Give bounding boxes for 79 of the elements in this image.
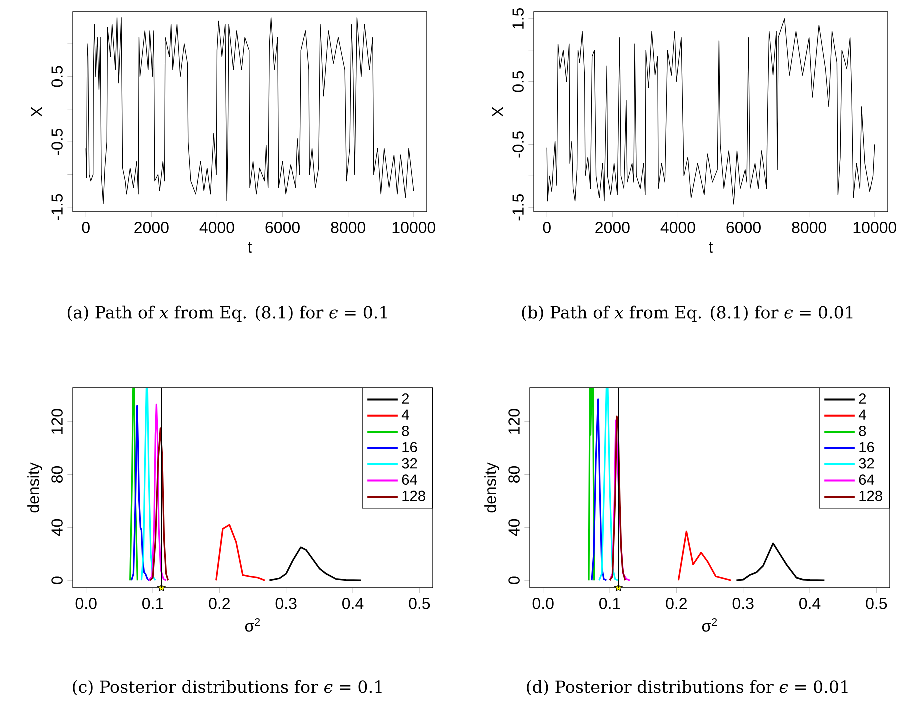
y-axis-title: density [28, 462, 42, 513]
y-tick-label: 120 [508, 409, 520, 434]
y-tick-label: 80 [52, 466, 63, 483]
x-tick-label: 0.1 [142, 598, 164, 610]
text: (a) Path of x from Eq. (8.1) for ϵ = 0.1 [68, 306, 387, 322]
line-series [130, 405, 150, 582]
x-tick-label: 0.0 [76, 598, 97, 610]
line-series [609, 416, 626, 582]
line-series [546, 18, 876, 205]
legend-label: 64 [402, 474, 418, 486]
text: (c) Posterior distributions for ϵ = 0.1 [73, 680, 382, 696]
legend-label: 8 [402, 426, 410, 436]
text: (b) Path of x from Eq. (8.1) for ϵ = 0.01 [522, 306, 853, 322]
y-tick-label: 0 [508, 576, 520, 584]
y-axis-title: density [484, 462, 500, 513]
x-tick-label: 0.5 [866, 598, 888, 610]
legend-label: 32 [402, 458, 418, 469]
y-tick-label: 0.5 [512, 71, 524, 92]
line-series [86, 18, 414, 204]
x-tick-label: 0.0 [532, 598, 554, 610]
legend-label: 128 [402, 490, 426, 502]
x-tick-label: 0.1 [600, 598, 620, 610]
x-tick-label: 6000 [266, 222, 300, 234]
legend-label: 64 [859, 474, 874, 486]
x-axis-title: t [709, 242, 714, 253]
x-tick-label: 2000 [134, 222, 169, 234]
line-series [130, 388, 138, 582]
x-tick-label: 0.5 [409, 598, 430, 610]
legend-label: 2 [402, 394, 410, 404]
y-tick-label: 40 [52, 519, 63, 536]
y-tick-label: -0.5 [512, 132, 524, 158]
x-axis-title: σ$^{2}$ [702, 618, 718, 632]
x-tick-label: 2000 [596, 222, 630, 234]
x-tick-label: 0 [543, 222, 551, 234]
legend-label: 4 [402, 410, 410, 420]
line-series [598, 388, 619, 582]
legend-label: 2 [859, 394, 866, 404]
line-series [216, 524, 266, 582]
x-tick-label: 0.4 [342, 598, 364, 610]
x-tick-label: 6000 [726, 222, 761, 234]
text: (d) Posterior distributions for ϵ = 0.01 [527, 680, 848, 696]
x-tick-label: 8000 [792, 222, 827, 234]
x-axis-title: t [248, 242, 252, 253]
y-tick-label: -1.5 [512, 194, 524, 221]
y-tick-label: 40 [508, 519, 520, 536]
x-tick-label: 0.4 [800, 598, 821, 610]
y-tick-label: -1.5 [52, 194, 63, 220]
y-tick-label: 0 [52, 576, 63, 584]
legend-label: 16 [402, 442, 418, 453]
x-tick-label: 0.2 [209, 598, 230, 610]
line-series [678, 530, 732, 582]
y-tick-label: -0.5 [52, 128, 63, 156]
legend-label: 8 [859, 426, 866, 436]
y-axis-title: X [492, 107, 504, 117]
x-tick-label: 0.2 [666, 598, 687, 610]
x-tick-label: 0.3 [276, 598, 297, 610]
x-tick-label: 10000 [392, 222, 436, 234]
x-tick-label: 4000 [200, 222, 234, 234]
y-tick-label: 1.5 [512, 8, 524, 29]
legend-label: 4 [858, 410, 866, 420]
line-series [140, 388, 156, 582]
line-series [736, 542, 826, 582]
x-tick-label: 0 [82, 222, 90, 234]
x-axis-title: σ$^{2}$ [245, 618, 260, 632]
x-tick-label: 8000 [331, 222, 366, 234]
legend-label: 128 [860, 490, 882, 502]
y-tick-label: 120 [52, 409, 63, 434]
line-series [591, 398, 608, 582]
y-tick-label: 80 [508, 466, 520, 483]
legend-label: 16 [860, 442, 874, 453]
x-tick-label: 0.3 [732, 598, 754, 610]
line-series [268, 546, 362, 582]
legend-label: 32 [859, 458, 874, 469]
y-axis-title: X [31, 107, 42, 117]
y-tick-label: 0.5 [52, 66, 63, 88]
x-tick-label: 4000 [660, 222, 696, 234]
x-tick-label: 10000 [854, 222, 897, 234]
line-series [148, 404, 168, 582]
line-series [150, 428, 170, 582]
